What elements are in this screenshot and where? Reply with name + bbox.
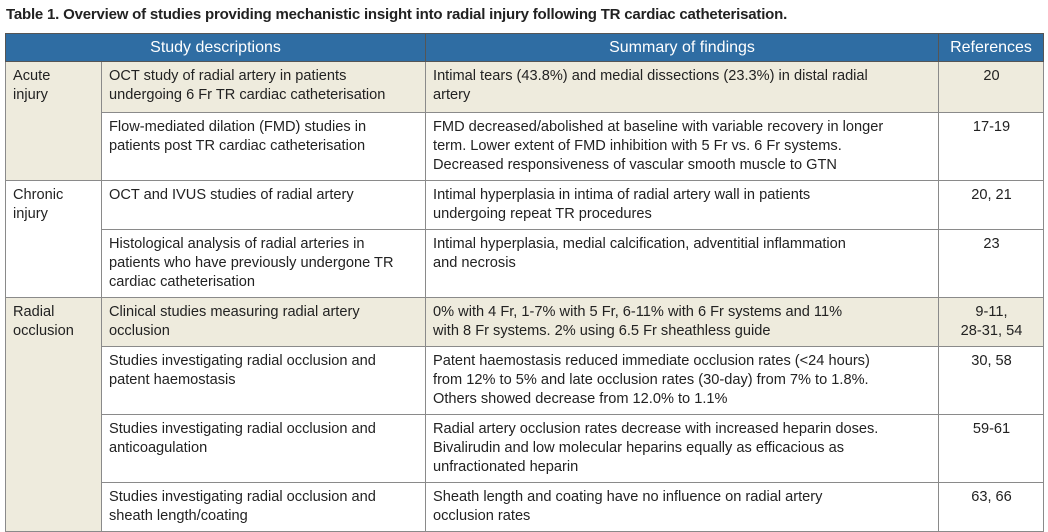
findings-cell: Sheath length and coating have no influe…: [425, 482, 940, 532]
text-line: Intimal hyperplasia, medial calcificatio…: [433, 236, 846, 252]
references-cell: 30, 58: [938, 346, 1045, 415]
text-line: Histological analysis of radial arteries…: [109, 236, 365, 252]
text-line: OCT study of radial artery in patients: [109, 68, 347, 84]
text-line: injury: [13, 87, 48, 103]
text-line: 59-61: [972, 421, 1011, 437]
findings-cell: Radial artery occlusion rates decrease w…: [425, 414, 940, 483]
text-line: Radial: [13, 304, 55, 320]
text-line: Others showed decrease from 12.0% to 1.1…: [433, 391, 728, 407]
description-cell: Flow-mediated dilation (FMD) studies in p…: [100, 112, 427, 181]
group-label: Radial occlusion: [5, 297, 102, 532]
text-line: 20, 21: [971, 187, 1012, 203]
text-line: unfractionated heparin: [433, 459, 579, 475]
findings-cell: FMD decreased/abolished at baseline with…: [425, 112, 940, 181]
findings-cell: Intimal tears (43.8%) and medial dissect…: [425, 61, 940, 113]
text-line: undergoing repeat TR procedures: [433, 206, 652, 222]
studies-table: Study descriptions Summary of findings R…: [4, 33, 1045, 532]
findings-cell: Intimal hyperplasia in intima of radial …: [425, 180, 940, 230]
text-line: Radial artery occlusion rates decrease w…: [433, 421, 879, 437]
text-line: 23: [983, 236, 1000, 252]
references-cell: 63, 66: [938, 482, 1045, 532]
text-line: Studies investigating radial occlusion a…: [109, 489, 376, 505]
text-line: with 8 Fr systems. 2% using 6.5 Fr sheat…: [433, 323, 771, 339]
references-cell: 59-61: [938, 414, 1045, 483]
description-cell: Histological analysis of radial arteries…: [100, 229, 427, 298]
text-line: Studies investigating radial occlusion a…: [109, 421, 376, 437]
text-line: FMD decreased/abolished at baseline with…: [433, 119, 884, 135]
description-cell: Clinical studies measuring radial artery…: [100, 297, 427, 347]
text-line: patients post TR cardiac catheterisation: [109, 138, 366, 154]
text-line: artery: [433, 87, 471, 103]
text-line: Intimal hyperplasia in intima of radial …: [433, 187, 811, 203]
text-line: 0% with 4 Fr, 1-7% with 5 Fr, 6-11% with…: [433, 304, 843, 320]
description-cell: Studies investigating radial occlusion a…: [100, 346, 427, 415]
text-line: Chronic: [13, 187, 64, 203]
findings-cell: Patent haemostasis reduced immediate occ…: [425, 346, 940, 415]
text-line: Acute: [13, 68, 51, 84]
text-line: patent haemostasis: [109, 372, 236, 388]
table-row: Studies investigating radial occlusion a…: [6, 482, 1045, 532]
table-title: Table 1. Overview of studies providing m…: [6, 6, 788, 23]
text-line: patients who have previously undergone T…: [109, 255, 394, 271]
text-line: Bivalirudin and low molecular heparins e…: [433, 440, 845, 456]
text-line: occlusion: [109, 323, 170, 339]
header-cell: Summary of findings: [425, 33, 940, 62]
findings-cell: Intimal hyperplasia, medial calcificatio…: [425, 229, 940, 298]
group-label: Chronic injury: [5, 180, 102, 298]
text-line: 63, 66: [971, 489, 1012, 505]
text-line: cardiac catheterisation: [109, 274, 256, 290]
text-line: 28-31, 54: [960, 323, 1023, 339]
description-cell: Studies investigating radial occlusion a…: [100, 482, 427, 532]
table-row: Acute injury OCT study of radial artery in…: [5, 61, 1045, 181]
table-row: Radial occlusion Clinical studies measurin…: [5, 297, 1045, 532]
text-line: 20: [983, 68, 1000, 84]
table-row: Flow-mediated dilation (FMD) studies in p…: [6, 112, 1045, 181]
text-line: term. Lower extent of FMD inhibition wit…: [433, 138, 842, 154]
findings-cell: 0% with 4 Fr, 1-7% with 5 Fr, 6-11% with…: [425, 297, 940, 347]
description-cell: OCT and IVUS studies of radial artery: [100, 180, 427, 230]
text-line: Intimal tears (43.8%) and medial dissect…: [433, 68, 868, 84]
header-cell: Study descriptions: [4, 33, 427, 62]
table-body: Acute injury OCT study of radial artery in…: [5, 61, 1045, 532]
text-line: Flow-mediated dilation (FMD) studies in: [109, 119, 367, 135]
table-row: Studies investigating radial occlusion a…: [6, 414, 1045, 483]
group-label: Acute injury: [5, 61, 102, 181]
table-row: Studies investigating radial occlusion a…: [6, 346, 1045, 415]
text-line: Decreased responsiveness of vascular smo…: [433, 157, 837, 173]
text-line: occlusion: [13, 323, 74, 339]
text-line: 17-19: [972, 119, 1011, 135]
references-cell: 20, 21: [938, 180, 1045, 230]
text-line: 30, 58: [971, 353, 1012, 369]
references-cell: 17-19: [938, 112, 1045, 181]
text-line: occlusion rates: [433, 508, 531, 524]
references-cell: 23: [938, 229, 1045, 298]
table-row: Chronic injury OCT and IVUS studies of rad…: [5, 180, 1045, 298]
header-row: Study descriptions Summary of findings R…: [4, 33, 1045, 62]
text-line: 9-11,: [975, 304, 1008, 320]
text-line: and necrosis: [433, 255, 516, 271]
text-line: injury: [13, 206, 48, 222]
references-cell: 9-11, 28-31, 54: [938, 297, 1045, 347]
header-cell: References: [938, 33, 1045, 62]
text-line: Patent haemostasis reduced immediate occ…: [433, 353, 870, 369]
text-line: undergoing 6 Fr TR cardiac catheterisati…: [109, 87, 386, 103]
text-line: Sheath length and coating have no influe…: [433, 489, 823, 505]
text-line: Studies investigating radial occlusion a…: [109, 353, 376, 369]
text-line: Clinical studies measuring radial artery: [109, 304, 360, 320]
references-cell: 20: [938, 61, 1045, 113]
description-cell: Studies investigating radial occlusion a…: [100, 414, 427, 483]
table-row: Histological analysis of radial arteries…: [6, 229, 1045, 298]
text-line: from 12% to 5% and late occlusion rates …: [433, 372, 869, 388]
text-line: anticoagulation: [109, 440, 208, 456]
text-line: OCT and IVUS studies of radial artery: [109, 187, 354, 203]
text-line: sheath length/coating: [109, 508, 248, 524]
description-cell: OCT study of radial artery in patients un…: [100, 61, 427, 113]
